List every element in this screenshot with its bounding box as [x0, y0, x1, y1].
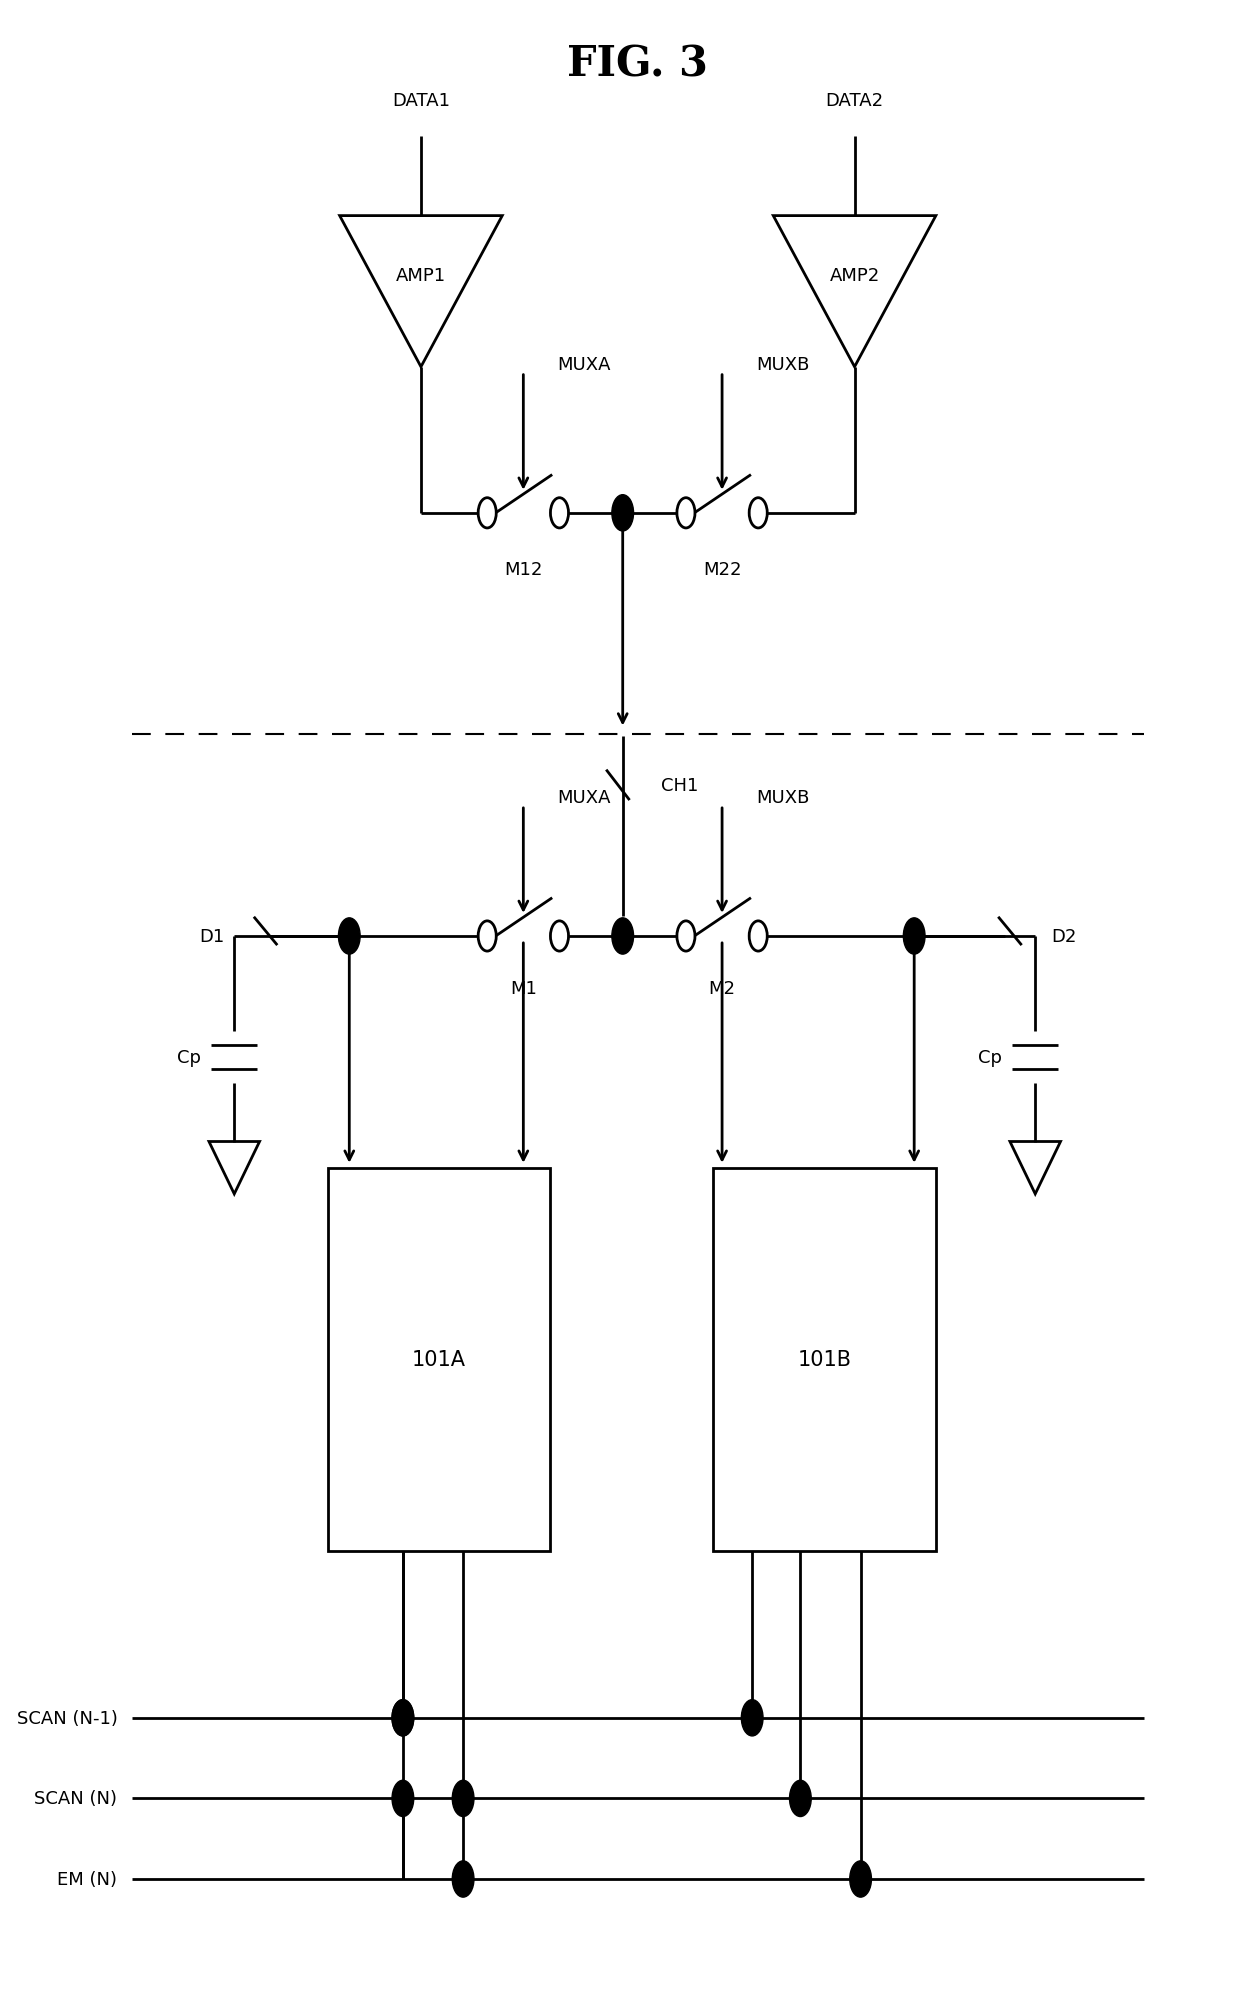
Text: MUXB: MUXB	[756, 356, 810, 373]
FancyBboxPatch shape	[327, 1168, 551, 1551]
Text: FIG. 3: FIG. 3	[568, 44, 708, 85]
Text: AMP2: AMP2	[830, 268, 879, 284]
Text: Cp: Cp	[977, 1049, 1002, 1065]
Text: 101A: 101A	[412, 1349, 466, 1370]
Circle shape	[611, 918, 634, 955]
Text: SCAN (N): SCAN (N)	[35, 1790, 118, 1807]
Circle shape	[551, 922, 568, 951]
Circle shape	[392, 1700, 414, 1736]
Circle shape	[392, 1780, 414, 1817]
Circle shape	[453, 1861, 474, 1897]
Circle shape	[742, 1700, 763, 1736]
Text: D1: D1	[200, 928, 224, 945]
Text: D2: D2	[1050, 928, 1076, 945]
Text: M22: M22	[703, 562, 742, 578]
Circle shape	[790, 1780, 811, 1817]
Circle shape	[611, 495, 634, 532]
Text: EM (N): EM (N)	[57, 1871, 118, 1887]
Circle shape	[339, 918, 360, 955]
Circle shape	[479, 497, 496, 528]
Circle shape	[749, 497, 768, 528]
Text: DATA1: DATA1	[392, 93, 450, 109]
Text: Cp: Cp	[176, 1049, 201, 1065]
Text: MUXA: MUXA	[557, 789, 610, 806]
Text: M1: M1	[510, 981, 537, 997]
Circle shape	[479, 922, 496, 951]
Text: MUXA: MUXA	[557, 356, 610, 373]
Text: M12: M12	[505, 562, 543, 578]
Circle shape	[551, 497, 568, 528]
Circle shape	[904, 918, 925, 955]
Circle shape	[749, 922, 768, 951]
Circle shape	[453, 1780, 474, 1817]
FancyBboxPatch shape	[713, 1168, 936, 1551]
Text: 101B: 101B	[797, 1349, 852, 1370]
Circle shape	[392, 1700, 414, 1736]
Text: MUXB: MUXB	[756, 789, 810, 806]
Text: M2: M2	[708, 981, 735, 997]
Circle shape	[677, 922, 694, 951]
Text: SCAN (N-1): SCAN (N-1)	[16, 1710, 118, 1726]
Text: CH1: CH1	[661, 777, 698, 794]
Text: AMP1: AMP1	[396, 268, 446, 284]
Circle shape	[677, 497, 694, 528]
Text: DATA2: DATA2	[826, 93, 884, 109]
Circle shape	[849, 1861, 872, 1897]
